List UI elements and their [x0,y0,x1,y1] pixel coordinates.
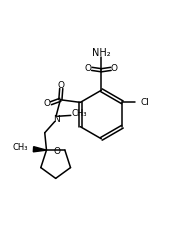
Polygon shape [33,147,47,152]
Text: CH₃: CH₃ [13,143,28,152]
Text: Cl: Cl [140,98,149,107]
Text: N: N [53,115,59,124]
Text: CH₃: CH₃ [72,109,87,118]
Text: O: O [44,99,51,108]
Text: O: O [111,64,118,73]
Text: O: O [58,81,65,90]
Text: NH₂: NH₂ [92,48,111,58]
Text: O: O [85,64,92,73]
Text: O: O [54,147,61,156]
